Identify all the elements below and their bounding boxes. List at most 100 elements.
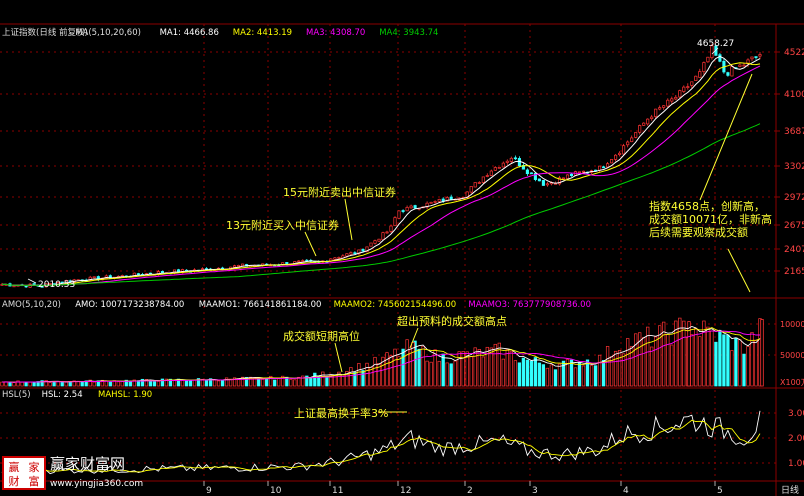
volume-bar — [261, 379, 265, 387]
volume-bar — [381, 356, 385, 387]
candle-body — [92, 276, 96, 279]
high-label: 4658.27 — [697, 39, 734, 49]
candle-body — [602, 166, 606, 169]
volume-bars — [0, 317, 764, 387]
x-tick-label: 9 — [206, 486, 212, 496]
candle-body — [642, 122, 646, 126]
candle-body — [678, 90, 682, 98]
volume-bar — [513, 360, 518, 387]
header-item: MAAMO1: 766141861184.00 — [199, 300, 322, 310]
volume-bar — [28, 381, 32, 387]
volume-bar — [212, 379, 217, 387]
volume-bar — [449, 363, 453, 387]
volume-bar — [92, 381, 96, 387]
annotation-note-line: 指数4658点，创新高， — [649, 199, 765, 213]
annotation-volume-2: 超出预料的成交额高点 — [397, 314, 507, 328]
volume-bar — [674, 320, 678, 387]
annotation-arrow — [344, 198, 353, 241]
candle-body — [401, 210, 405, 212]
header-item: MA3: 4308.70 — [306, 28, 365, 38]
volume-bar — [48, 382, 52, 387]
volume-bar — [702, 320, 706, 387]
volume-bar — [670, 344, 674, 387]
volume-bar — [393, 348, 397, 387]
volume-bar — [128, 381, 132, 387]
candle-body — [477, 182, 481, 184]
volume-bar — [469, 356, 473, 387]
volume-bar — [44, 380, 48, 387]
x-tick-label: 12 — [400, 486, 411, 496]
candle-body — [610, 159, 614, 164]
volume-bar — [309, 377, 313, 387]
volume-bar — [100, 379, 104, 387]
candle-body — [730, 66, 734, 77]
candle-body — [618, 152, 622, 155]
candle-body — [12, 285, 16, 288]
volume-bar — [12, 382, 16, 387]
candle-body — [397, 210, 401, 219]
volume-bar — [148, 380, 153, 387]
low-label: 2010.53 — [38, 280, 75, 290]
volume-bar — [493, 343, 497, 387]
candle-body — [626, 141, 630, 146]
volume-bar — [164, 378, 169, 387]
candle-body — [88, 276, 92, 281]
volume-bar — [277, 377, 281, 387]
candle-body — [686, 86, 690, 88]
candle-body — [545, 183, 549, 186]
x-tick-label: 2 — [467, 486, 473, 496]
annotation-arrow — [334, 342, 343, 373]
volume-bar — [687, 321, 691, 387]
y-tick-label: 3.00 — [788, 409, 804, 419]
volume-bar — [589, 365, 594, 387]
volume-bar — [273, 379, 277, 387]
volume-bar — [108, 381, 112, 387]
candle-body — [509, 157, 513, 162]
volume-bar — [289, 379, 293, 387]
volume-bar — [533, 357, 538, 387]
volume-bar — [192, 379, 197, 387]
volume-bar — [525, 359, 530, 387]
candle-body — [333, 257, 337, 260]
candle-body — [485, 175, 489, 177]
annotation-volume-1: 成交额短期高位 — [283, 329, 360, 343]
candle-body — [373, 240, 377, 244]
volume-bar — [666, 333, 670, 387]
candle-body — [429, 201, 433, 204]
candle-body — [710, 45, 714, 59]
volume-bar — [646, 326, 650, 387]
volume-bar — [521, 357, 526, 387]
volume-bar — [188, 380, 193, 387]
candle-body — [413, 205, 417, 209]
candle-body — [497, 166, 501, 169]
volume-bar — [208, 378, 213, 387]
volume-bar — [437, 360, 441, 387]
volume-bar — [541, 364, 546, 387]
y-tick-label: 2.00 — [788, 434, 804, 444]
watermark-brand: 赢家财富网 — [50, 455, 125, 473]
candle-body — [557, 177, 562, 185]
annotation-arrow — [304, 231, 317, 257]
y-tick-label: 4522 — [784, 48, 804, 58]
volume-bar — [497, 342, 501, 387]
candle-body — [561, 177, 566, 180]
candle-body — [433, 201, 437, 203]
candle-body — [48, 283, 52, 285]
candle-body — [662, 105, 666, 108]
watermark-seal: 赢 家 财 富 — [2, 456, 46, 490]
mahsl-line — [1, 419, 761, 473]
candle-body — [385, 231, 389, 234]
candle-body — [650, 116, 654, 119]
volume-bar — [718, 329, 722, 387]
header-item: MA2: 4413.19 — [233, 28, 292, 38]
candle-body — [301, 260, 305, 262]
volume-bar — [265, 377, 269, 387]
volume-bar — [746, 346, 750, 387]
candle-body — [525, 169, 529, 175]
candle-body — [750, 56, 754, 60]
header-item: 上证指数(日线 前复权) — [2, 27, 88, 38]
annotation-arrow — [699, 73, 753, 201]
candle-body — [682, 86, 686, 92]
volume-bar — [365, 362, 369, 387]
